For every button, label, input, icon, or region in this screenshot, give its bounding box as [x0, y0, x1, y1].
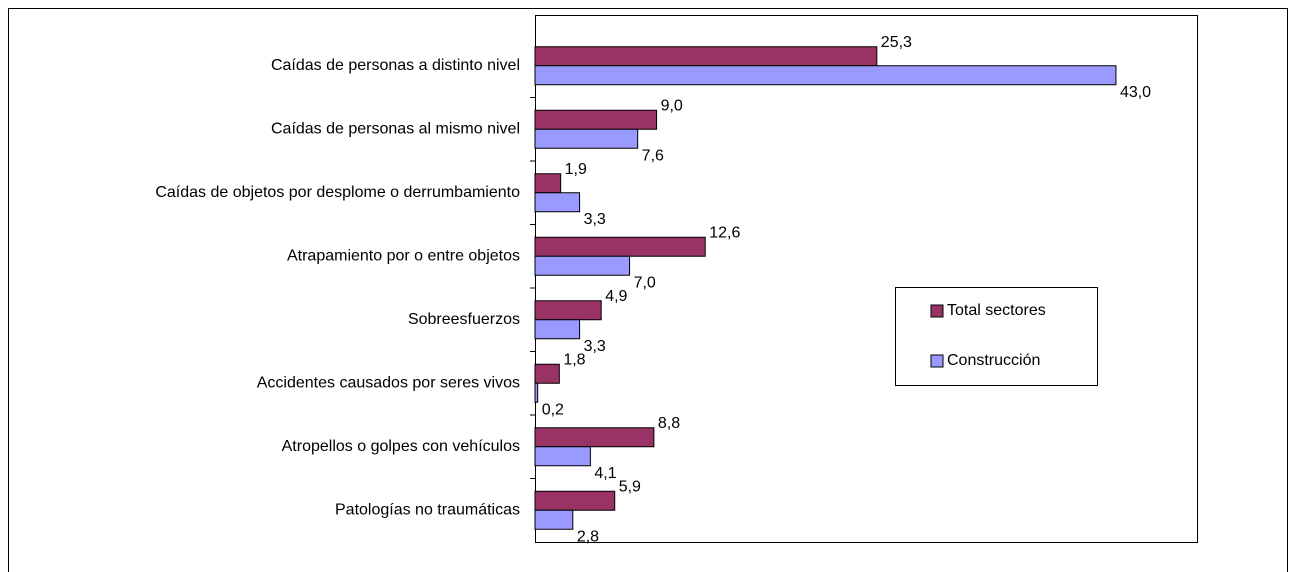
value-label: 1,8 — [563, 351, 585, 368]
value-label: 9,0 — [661, 97, 683, 114]
bar — [534, 446, 591, 467]
plot-area — [535, 15, 1198, 543]
bar — [534, 109, 658, 130]
category-label: Atrapamiento por o entre objetos — [287, 247, 520, 264]
category-label: Caídas de personas al mismo nivel — [271, 120, 520, 137]
bar — [534, 173, 562, 194]
legend-label: Total sectores — [947, 302, 1046, 319]
bar — [534, 255, 631, 276]
value-label: 0,2 — [542, 401, 564, 418]
legend-swatch — [930, 304, 944, 318]
category-label: Accidentes causados por seres vivos — [257, 374, 520, 391]
value-label: 3,3 — [584, 338, 606, 355]
value-label: 5,9 — [619, 478, 641, 495]
value-label: 4,1 — [594, 465, 616, 482]
bar — [534, 509, 574, 530]
value-label: 4,9 — [605, 288, 627, 305]
bar — [534, 300, 602, 321]
chart-frame — [8, 8, 1288, 572]
bar — [534, 65, 1117, 86]
legend-swatch — [930, 354, 944, 368]
bar — [534, 427, 655, 448]
value-label: 12,6 — [709, 224, 740, 241]
bar — [534, 363, 560, 384]
category-label: Sobreesfuerzos — [408, 311, 520, 328]
value-label: 3,3 — [584, 211, 606, 228]
value-label: 43,0 — [1120, 84, 1151, 101]
bar — [534, 236, 706, 257]
value-label: 7,6 — [642, 147, 664, 164]
category-label: Caídas de objetos por desplome o derrumb… — [155, 184, 520, 201]
bar — [534, 128, 639, 149]
value-label: 25,3 — [881, 34, 912, 51]
bar — [534, 46, 878, 67]
bar — [534, 382, 539, 403]
legend-label: Construcción — [947, 352, 1040, 369]
value-label: 2,8 — [577, 528, 599, 545]
bar — [534, 490, 616, 511]
category-label: Caídas de personas a distinto nivel — [271, 57, 520, 74]
category-label: Atropellos o golpes con vehículos — [282, 438, 520, 455]
bar — [534, 319, 581, 340]
value-label: 7,0 — [634, 274, 656, 291]
value-label: 1,9 — [565, 161, 587, 178]
legend — [895, 287, 1098, 386]
category-label: Patologías no traumáticas — [335, 501, 520, 518]
value-label: 8,8 — [658, 415, 680, 432]
bar — [534, 192, 581, 213]
